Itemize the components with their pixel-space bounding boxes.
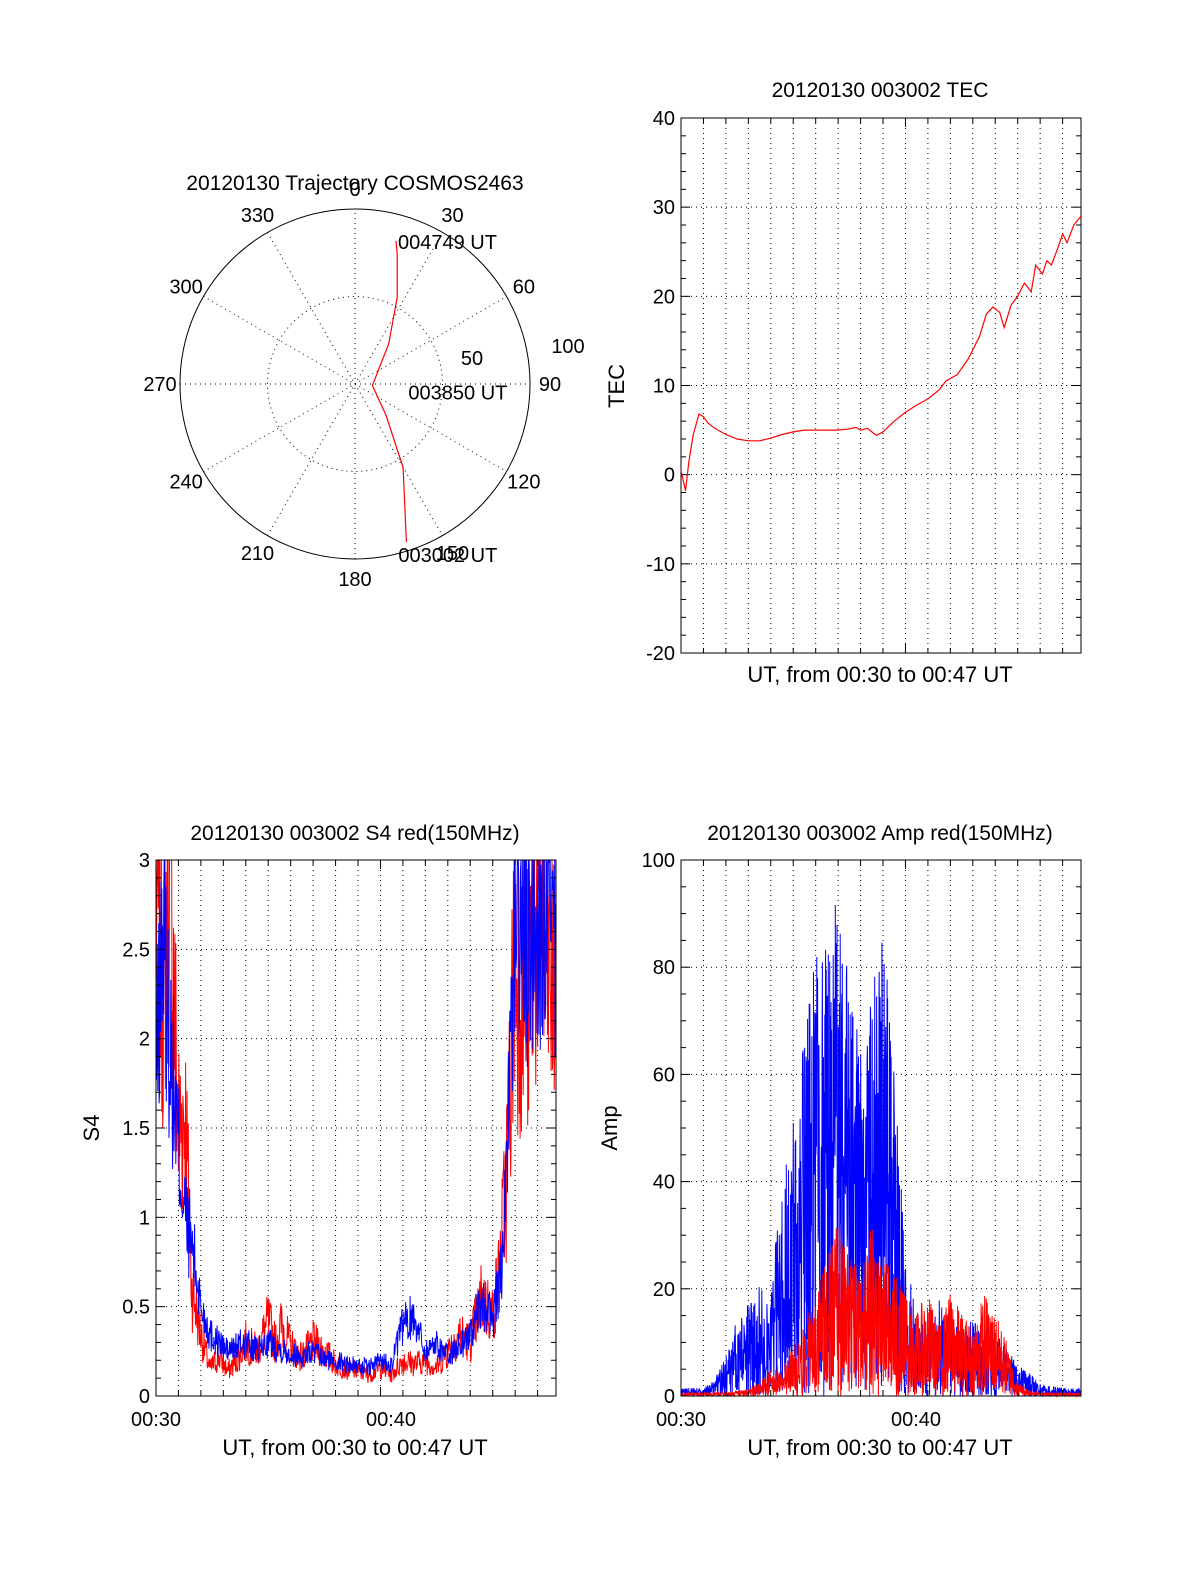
amp-blue-series [680,904,1082,1398]
amp-red-series [680,1228,1082,1398]
polar-azimuth-label: 30 [441,205,463,227]
amp-y-tick-label: 0 [664,1386,675,1408]
s4-y-tick-label: 2 [139,1029,150,1051]
s4-x-tick-0040: 00:40 [366,1409,416,1431]
amp-x-tick-0040: 00:40 [891,1409,941,1431]
tec-series-line [680,215,1082,491]
polar-radial-label-100: 100 [551,336,584,358]
s4-panel: 20120130 003002 S4 red(150MHz) 0 0.5 1 1.5 2… [79,822,557,1460]
amp-panel: 20120130 003002 Amp red(150MHz) 0 20 40 60 8… [597,822,1082,1460]
polar-azimuth-label: 330 [241,205,274,227]
tec-y-axis-label: TEC [604,364,629,408]
amp-blue-line [680,904,1082,1398]
polar-azimuth-label: 240 [169,472,202,494]
s4-y-axis-label: S4 [79,1115,104,1142]
polar-azimuth-label: 0 [349,179,360,201]
s4-y-tick-label: 3 [139,850,150,872]
amp-ticks [680,859,1081,1397]
polar-azimuth-label: 90 [539,374,561,396]
tec-y-tick-label: -20 [646,643,675,665]
s4-red-line [155,859,557,1383]
amp-red-line [680,1228,1082,1398]
s4-y-tick-label: 1.5 [122,1118,150,1140]
s4-red-series [155,859,557,1383]
tec-panel: 20120130 003002 TEC -20 -10 0 10 20 30 40 UT, … [604,79,1082,687]
s4-x-tick-0030: 00:30 [131,1409,181,1431]
amp-x-axis-label: UT, from 00:30 to 00:47 UT [747,1435,1012,1460]
tec-y-tick-label: 0 [664,465,675,487]
s4-ticks [155,859,556,1397]
polar-time-annotation: 004749 UT [398,232,497,254]
polar-grid [180,209,530,559]
polar-title: 20120130 Trajectory COSMOS2463 [186,172,523,195]
amp-title: 20120130 003002 Amp red(150MHz) [707,822,1053,845]
amp-y-tick-labels: 0 20 40 60 80 100 [642,850,675,1408]
s4-y-tick-label: 2.5 [122,939,150,961]
amp-y-tick-label: 60 [653,1064,675,1086]
tec-y-tick-label: 30 [653,197,675,219]
s4-y-tick-label: 1 [139,1207,150,1229]
amp-y-axis-label: Amp [597,1105,622,1150]
s4-x-axis-label: UT, from 00:30 to 00:47 UT [222,1435,487,1460]
tec-y-tick-label: 10 [653,376,675,398]
polar-time-annotation: 003850 UT [408,383,507,405]
polar-azimuth-label: 270 [143,374,176,396]
polar-trajectory-line [371,240,407,543]
tec-title: 20120130 003002 TEC [772,79,989,102]
tec-y-tick-label: -10 [646,554,675,576]
polar-annotations: 004749 UT 003850 UT 003002 UT [398,232,507,567]
polar-azimuth-label: 150 [436,543,469,565]
polar-radial-label-50: 50 [461,348,483,370]
polar-time-annotation: 003002 UT [398,545,497,567]
polar-azimuth-label: 120 [507,472,540,494]
polar-panel: 20120130 Trajectory COSMOS2463 0 30 60 90 12… [143,172,584,591]
tec-y-tick-label: 20 [653,286,675,308]
amp-y-tick-label: 80 [653,957,675,979]
polar-azimuth-label: 210 [241,543,274,565]
amp-y-tick-label: 40 [653,1172,675,1194]
amp-x-tick-0030: 00:30 [656,1409,706,1431]
tec-ticks [680,117,1081,654]
s4-y-tick-labels: 0 0.5 1 1.5 2 2.5 3 [122,850,150,1408]
s4-title: 20120130 003002 S4 red(150MHz) [190,822,519,845]
polar-labels: 0 30 60 90 120 150 180 210 240 270 300 330 [143,179,561,591]
s4-blue-line [155,859,557,1376]
amp-y-tick-label: 100 [642,850,675,872]
s4-y-tick-label: 0 [139,1386,150,1408]
tec-x-axis-label: UT, from 00:30 to 00:47 UT [747,662,1012,687]
tec-y-tick-labels: -20 -10 0 10 20 30 40 [646,108,675,665]
polar-azimuth-label: 300 [169,277,202,299]
polar-grid-circle-50 [267,296,443,472]
s4-blue-series [155,859,557,1376]
polar-grid-spoke [267,232,443,536]
polar-outer-circle [179,208,531,560]
s4-grid [156,860,556,1396]
s4-y-tick-label: 0.5 [122,1297,150,1319]
polar-azimuth-label: 180 [338,569,371,591]
amp-y-tick-label: 20 [653,1279,675,1301]
tec-grid [681,118,1081,653]
tec-y-tick-label: 40 [653,108,675,130]
polar-azimuth-label: 60 [513,277,535,299]
